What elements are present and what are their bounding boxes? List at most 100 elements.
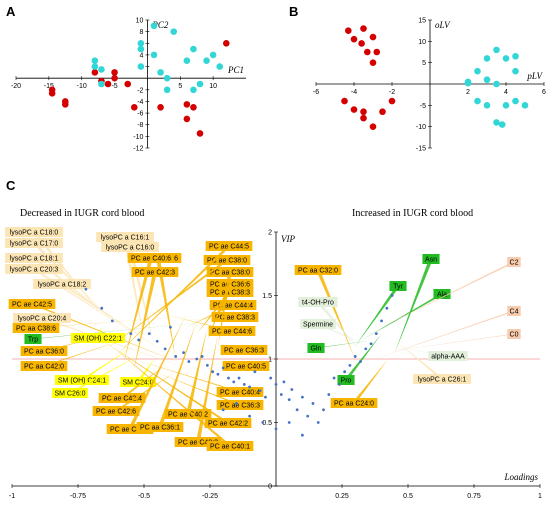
label-left-39-box (131, 267, 179, 277)
label-left-24-box (204, 418, 252, 428)
loading-point (242, 383, 246, 386)
label-right-3-leader (314, 339, 375, 348)
label-right-1: t4-OH-Pro (302, 300, 334, 307)
label-right-11-box (507, 329, 521, 339)
data-point (61, 101, 69, 108)
label-left-23: PC ae C40:3 (178, 440, 218, 447)
data-point (493, 119, 500, 126)
loading-point (235, 402, 238, 405)
x-tick-label: -0.25 (202, 493, 218, 500)
label-right-3: Gln (311, 346, 322, 353)
label-left-27: PC ae C40:4 (220, 390, 260, 397)
data-point (163, 74, 171, 82)
loading-point (369, 342, 373, 346)
y-tick-label: 10 (418, 39, 426, 46)
data-point (512, 67, 519, 75)
label-left-29-leader (154, 371, 242, 405)
label-left-12: SM (OH) C22:1 (74, 336, 122, 343)
label-left-9: lysoPC a C20:4 (18, 316, 67, 323)
x-tick-label: 10 (209, 83, 217, 90)
label-right-0-leader (316, 270, 356, 359)
label-left-22-leader (186, 327, 208, 414)
y-tick-label: -2 (137, 87, 143, 94)
label-left-37-box (205, 241, 253, 251)
label-left-4-box (96, 232, 154, 242)
label-left-13: PC aa C36:0 (24, 349, 64, 356)
label-left-26: PC ae C36:3 (224, 348, 264, 355)
loading-point (269, 376, 273, 380)
data-point (493, 80, 500, 88)
label-left-38: PC ae C40:6 (131, 256, 171, 263)
data-point (483, 102, 491, 109)
label-right-13-leader (394, 339, 444, 379)
label-right-8-leader (361, 294, 444, 340)
label-left-6: lysoPC a C18:2 (38, 282, 87, 289)
annotation-increased: Increased in IUGR cord blood (352, 208, 473, 219)
label-right-7-leader (355, 286, 400, 347)
loading-point (187, 360, 191, 363)
loading-point (385, 306, 389, 310)
loading-point (110, 319, 114, 323)
x-tick-label: -15 (44, 83, 54, 90)
label-left-34-box (206, 279, 254, 289)
data-point (358, 40, 365, 47)
x-tick-label: -10 (77, 83, 87, 90)
y-tick-label: 4 (140, 52, 144, 59)
loading-point (287, 398, 291, 402)
loading-point (390, 294, 394, 297)
panel-label-b: B (289, 4, 298, 19)
loading-point (301, 433, 304, 437)
label-right-8-box (433, 289, 451, 299)
label-left-5-box (101, 242, 159, 252)
data-point (183, 115, 191, 123)
data-point (341, 97, 348, 105)
y-tick-label: -5 (420, 103, 426, 110)
x-tick-label: -20 (11, 83, 21, 90)
y-tick-label: 1.5 (262, 293, 272, 300)
label-left-25-box (206, 441, 254, 451)
label-right-2: Spermine (303, 322, 333, 329)
data-point (521, 102, 529, 109)
label-left-25: PC ae C40:1 (210, 444, 250, 451)
label-left-1-box (5, 238, 63, 248)
loading-point (274, 383, 278, 386)
label-left-2: lysoPC a C18:1 (10, 256, 59, 263)
label-left-19: PC ae C42:6 (96, 409, 136, 416)
y-tick-label: 15 (418, 18, 426, 25)
label-left-26-leader (122, 350, 246, 353)
label-right-13: lysoPC a C26:1 (418, 377, 467, 384)
data-point (483, 55, 491, 62)
label-left-6-leader (60, 284, 166, 353)
label-left-25-leader (112, 346, 232, 446)
data-point (203, 57, 210, 65)
label-right-5-box (330, 398, 378, 408)
data-point (111, 74, 118, 82)
loading-point (380, 319, 383, 323)
y-tick-label: 5 (422, 60, 426, 67)
data-point (157, 103, 164, 111)
y-tick-label: 0 (268, 484, 272, 491)
label-left-8-box (8, 299, 56, 309)
label-left-0-leader (32, 232, 102, 315)
label-left-36: PC ae C38:0 (207, 258, 247, 265)
label-left-33-box (206, 287, 254, 297)
label-right-2-box (300, 319, 336, 329)
y-tick-label: 2 (268, 230, 272, 237)
label-left-10-leader (34, 314, 208, 328)
label-left-27-leader (133, 359, 242, 392)
label-left-15: SM (OH) C24:1 (58, 378, 106, 385)
label-left-35-box (206, 267, 254, 277)
panel-label-a: A (6, 4, 16, 19)
data-point (350, 106, 358, 113)
label-left-31: PC ae C38:3 (215, 315, 255, 322)
loading-point (364, 347, 368, 351)
loading-point (327, 393, 331, 396)
label-left-22: PC ae C40:2 (168, 412, 208, 419)
data-point (190, 45, 197, 53)
loading-point (295, 408, 299, 412)
data-point (388, 97, 396, 105)
y-axis-label: PC2 (151, 20, 169, 30)
data-point (369, 123, 377, 130)
label-left-28-box (222, 361, 270, 371)
